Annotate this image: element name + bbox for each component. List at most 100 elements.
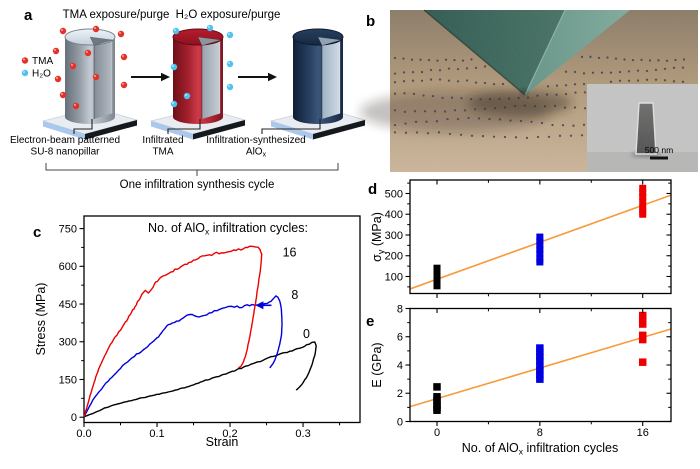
strain-burst-arrow (255, 301, 264, 310)
data-point-16-cycles (639, 188, 647, 196)
chart-c-ylabel: Stress (MPa) (34, 283, 48, 356)
data-point-8-cycles (536, 348, 544, 357)
data-point-0-cycles (433, 400, 441, 409)
precursor-dot (120, 53, 128, 61)
svg-text:0: 0 (397, 416, 403, 428)
chart-c-plot-area: 0.0 0.1 0.2 0.3 0 150 300 450 600 750 0 8 16 (59, 215, 361, 440)
panel-letter-e: e (366, 313, 374, 330)
svg-text:16: 16 (637, 427, 649, 439)
precursor-dot (172, 27, 180, 35)
data-point-16-cycles (639, 184, 647, 192)
chart-e-plot-area: 0 8 16 0 2 4 6 8 (397, 303, 672, 439)
chart-e-xlabel: No. of AlOx infiltration cycles (462, 441, 618, 457)
svg-text:0.0: 0.0 (76, 428, 91, 440)
data-point-8-cycles (536, 246, 544, 254)
data-point-8-cycles (536, 362, 544, 371)
svg-text:8: 8 (397, 303, 403, 315)
precursor-dot (84, 49, 92, 57)
precursor-dot (226, 83, 234, 91)
curve-label-0: 0 (303, 327, 310, 341)
svg-text:8: 8 (537, 427, 543, 439)
sem-image-panel-b: b 500 nm (360, 9, 698, 172)
precursor-dot (92, 25, 100, 33)
data-point-16-cycles (639, 204, 647, 212)
pillar3-caption-line2: AlOx (246, 147, 267, 159)
svg-text:0.1: 0.1 (149, 428, 164, 440)
svg-text:400: 400 (385, 209, 403, 221)
precursor-dot (21, 69, 29, 77)
precursor-dot (52, 47, 60, 55)
step2-title: H₂O exposure/purge (176, 9, 281, 21)
data-point-0-cycles (433, 393, 441, 401)
precursor-dot (120, 81, 128, 89)
scale-bar (650, 156, 668, 160)
chart-e-ylabel: E (GPa) (370, 342, 384, 387)
precursor-dot (117, 30, 125, 38)
svg-text:200: 200 (385, 251, 403, 263)
pillar2-caption-line1: Infiltrated (142, 135, 183, 146)
scale-bar-label: 500 nm (645, 145, 673, 155)
svg-text:600: 600 (59, 261, 77, 273)
data-point-8-cycles (536, 241, 544, 249)
data-point-0-cycles (433, 383, 441, 391)
data-point-8-cycles (536, 352, 544, 361)
pillar-captions: Electron-beam patterned SU-8 nanopillar … (10, 135, 306, 159)
precursor-dot (21, 57, 29, 64)
svg-text:4: 4 (397, 360, 403, 372)
yield-stress-chart: d σy (MPa) 100 200 300 400 500 (368, 179, 672, 298)
axis-box (409, 179, 672, 295)
data-point-8-cycles (536, 366, 544, 375)
pillar-illustrations (21, 24, 367, 140)
precursor-dot (59, 91, 67, 99)
svg-text:0: 0 (434, 427, 440, 439)
precursor-dot (183, 92, 191, 100)
curve-label-8: 8 (291, 288, 298, 302)
precursor-dot (170, 63, 178, 71)
data-point-0-cycles (433, 264, 441, 272)
panel-letter-d: d (368, 181, 377, 198)
curve-label-16: 16 (283, 245, 297, 259)
panel-letter-c: c (33, 224, 41, 241)
curve-8-cycles (83, 295, 283, 418)
precursor-dot (72, 102, 80, 110)
step1-title: TMA exposure/purge (63, 9, 170, 21)
precursor-dot (92, 73, 100, 81)
data-point-8-cycles (536, 250, 544, 258)
precursor-dot (226, 31, 234, 39)
chart-d-ylabel: σy (MPa) (370, 212, 386, 262)
svg-text:450: 450 (59, 299, 77, 311)
pillar3-caption-line1: Infiltration-synthesized (206, 135, 306, 146)
data-point-16-cycles (639, 198, 647, 206)
curve-0-cycles (83, 341, 317, 418)
precursor-dot (226, 60, 234, 68)
chart-c-title: No. of AlOx infiltration cycles: (148, 221, 308, 237)
precursor-dot (54, 75, 62, 83)
svg-text:0.2: 0.2 (222, 428, 237, 440)
data-point-16-cycles (639, 193, 647, 201)
legend-h2o-label: H₂O (32, 69, 51, 80)
svg-text:0.3: 0.3 (295, 428, 310, 440)
data-point-8-cycles (536, 357, 544, 365)
label-leader-lines (73, 119, 321, 134)
data-point-0-cycles (433, 268, 441, 276)
data-point-16-cycles (638, 358, 647, 366)
modulus-chart: e E (GPa) No. of AlOx infiltration cycle… (366, 303, 672, 457)
data-point-8-cycles (536, 375, 544, 383)
svg-text:100: 100 (385, 271, 403, 283)
svg-text:300: 300 (59, 337, 77, 349)
precursor-dot (59, 27, 67, 35)
pillar1-caption-line1: Electron-beam patterned (10, 135, 120, 146)
data-point-8-cycles (536, 371, 544, 379)
svg-text:2: 2 (397, 388, 403, 400)
svg-text:500: 500 (385, 188, 403, 200)
axis-box (83, 215, 361, 424)
precursor-dot (69, 62, 77, 70)
cycle-brace (45, 163, 339, 176)
data-point-16-cycles (638, 331, 647, 340)
data-point-8-cycles (536, 233, 544, 241)
data-point-8-cycles (536, 344, 544, 352)
data-point-8-cycles (536, 255, 544, 263)
data-point-16-cycles (638, 311, 647, 320)
